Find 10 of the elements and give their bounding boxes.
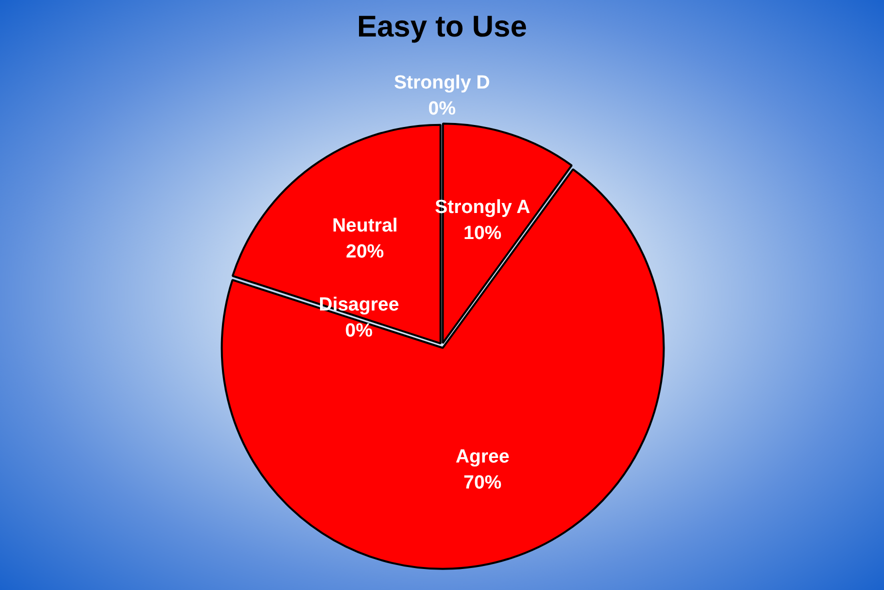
category-label: Disagree xyxy=(318,294,400,316)
data-label: 70% xyxy=(463,472,502,494)
text: 0% xyxy=(428,98,456,120)
text: 0% xyxy=(345,320,373,342)
data-label: 10% xyxy=(463,223,502,244)
chart-title: Easy to Use xyxy=(356,10,528,44)
category-label: Strongly D xyxy=(394,72,490,94)
data-label: 20% xyxy=(346,242,384,263)
slice-label: Agree xyxy=(456,446,510,468)
slice-label: Neutral xyxy=(332,216,398,237)
